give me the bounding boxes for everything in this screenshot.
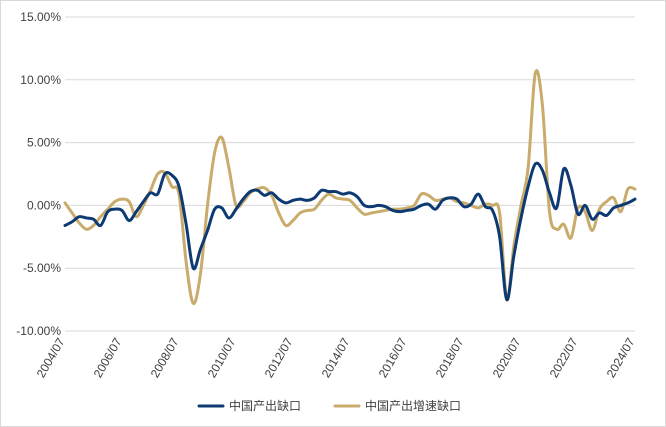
series-line-output-growth-gap xyxy=(63,69,637,305)
x-tick-label: 2016/07 xyxy=(376,335,410,380)
y-tick-label: 15.00% xyxy=(20,10,61,24)
x-axis-ticks: 2004/07 2006/07 2008/07 2010/07 2012/07 2014/… xyxy=(34,335,638,380)
x-tick-label: 2012/07 xyxy=(262,335,296,380)
legend: 中国产出缺口 中国产出增速缺口 xyxy=(197,398,461,413)
x-tick-label: 2006/07 xyxy=(91,335,125,380)
y-tick-label: 0.00% xyxy=(27,198,61,212)
grid-lines xyxy=(65,16,635,332)
x-tick-label: 2004/07 xyxy=(34,335,68,380)
x-tick-label: 2008/07 xyxy=(148,335,182,380)
y-tick-label: -5.00% xyxy=(23,261,61,275)
series-lines xyxy=(63,69,637,305)
x-tick-label: 2018/07 xyxy=(433,335,467,380)
y-tick-label: 5.00% xyxy=(27,136,61,150)
legend-label-output-gap: 中国产出缺口 xyxy=(229,398,301,413)
x-tick-label: 2024/07 xyxy=(604,335,638,380)
y-tick-label: 10.00% xyxy=(20,73,61,87)
y-tick-label: -10.00% xyxy=(16,324,61,338)
series-line-output-gap xyxy=(63,161,637,302)
x-tick-label: 2020/07 xyxy=(490,335,524,380)
legend-label-output-growth-gap: 中国产出增速缺口 xyxy=(365,398,461,413)
x-tick-label: 2014/07 xyxy=(319,335,353,380)
x-tick-label: 2022/07 xyxy=(547,335,581,380)
x-tick-label: 2010/07 xyxy=(205,335,239,380)
y-axis-ticks: -10.00% -5.00% 0.00% 5.00% 10.00% 15.00% xyxy=(16,10,61,338)
